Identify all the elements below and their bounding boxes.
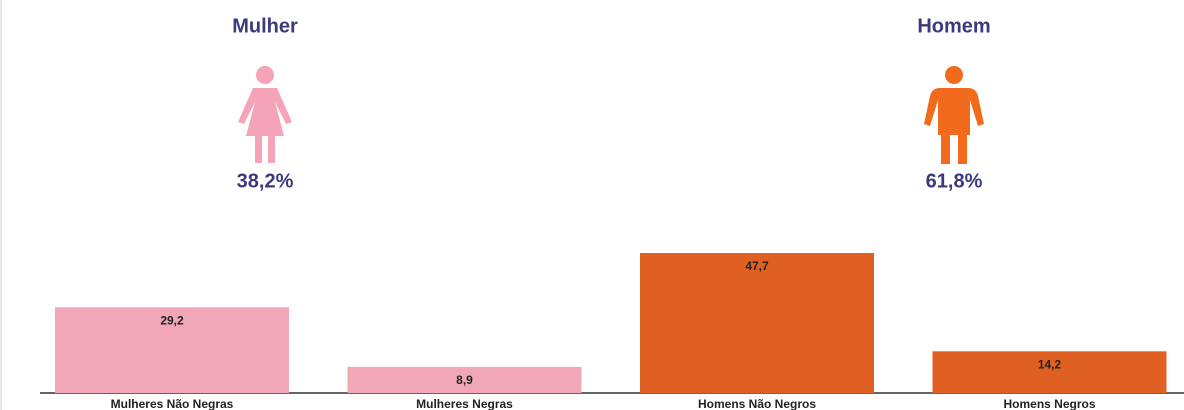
woman-icon <box>238 66 292 163</box>
value-label: 14,2 <box>1038 357 1062 371</box>
x-tick-label: Homens Negros <box>1003 397 1095 410</box>
bar <box>932 351 1167 393</box>
bar <box>347 366 582 393</box>
group-percent: 38,2% <box>237 170 294 192</box>
value-label: 47,7 <box>745 259 769 273</box>
bar <box>640 253 874 393</box>
value-label: 29,2 <box>160 313 184 327</box>
x-tick-label: Homens Não Negros <box>698 397 816 410</box>
value-label: 8,9 <box>456 373 473 387</box>
x-tick-label: Mulheres Negras <box>416 397 513 410</box>
man-icon <box>924 66 984 164</box>
bar <box>55 307 289 393</box>
x-tick-label: Mulheres Não Negras <box>111 397 234 410</box>
group-percent: 61,8% <box>926 170 983 192</box>
group-title: Homem <box>917 15 990 37</box>
group-title: Mulher <box>232 15 298 37</box>
